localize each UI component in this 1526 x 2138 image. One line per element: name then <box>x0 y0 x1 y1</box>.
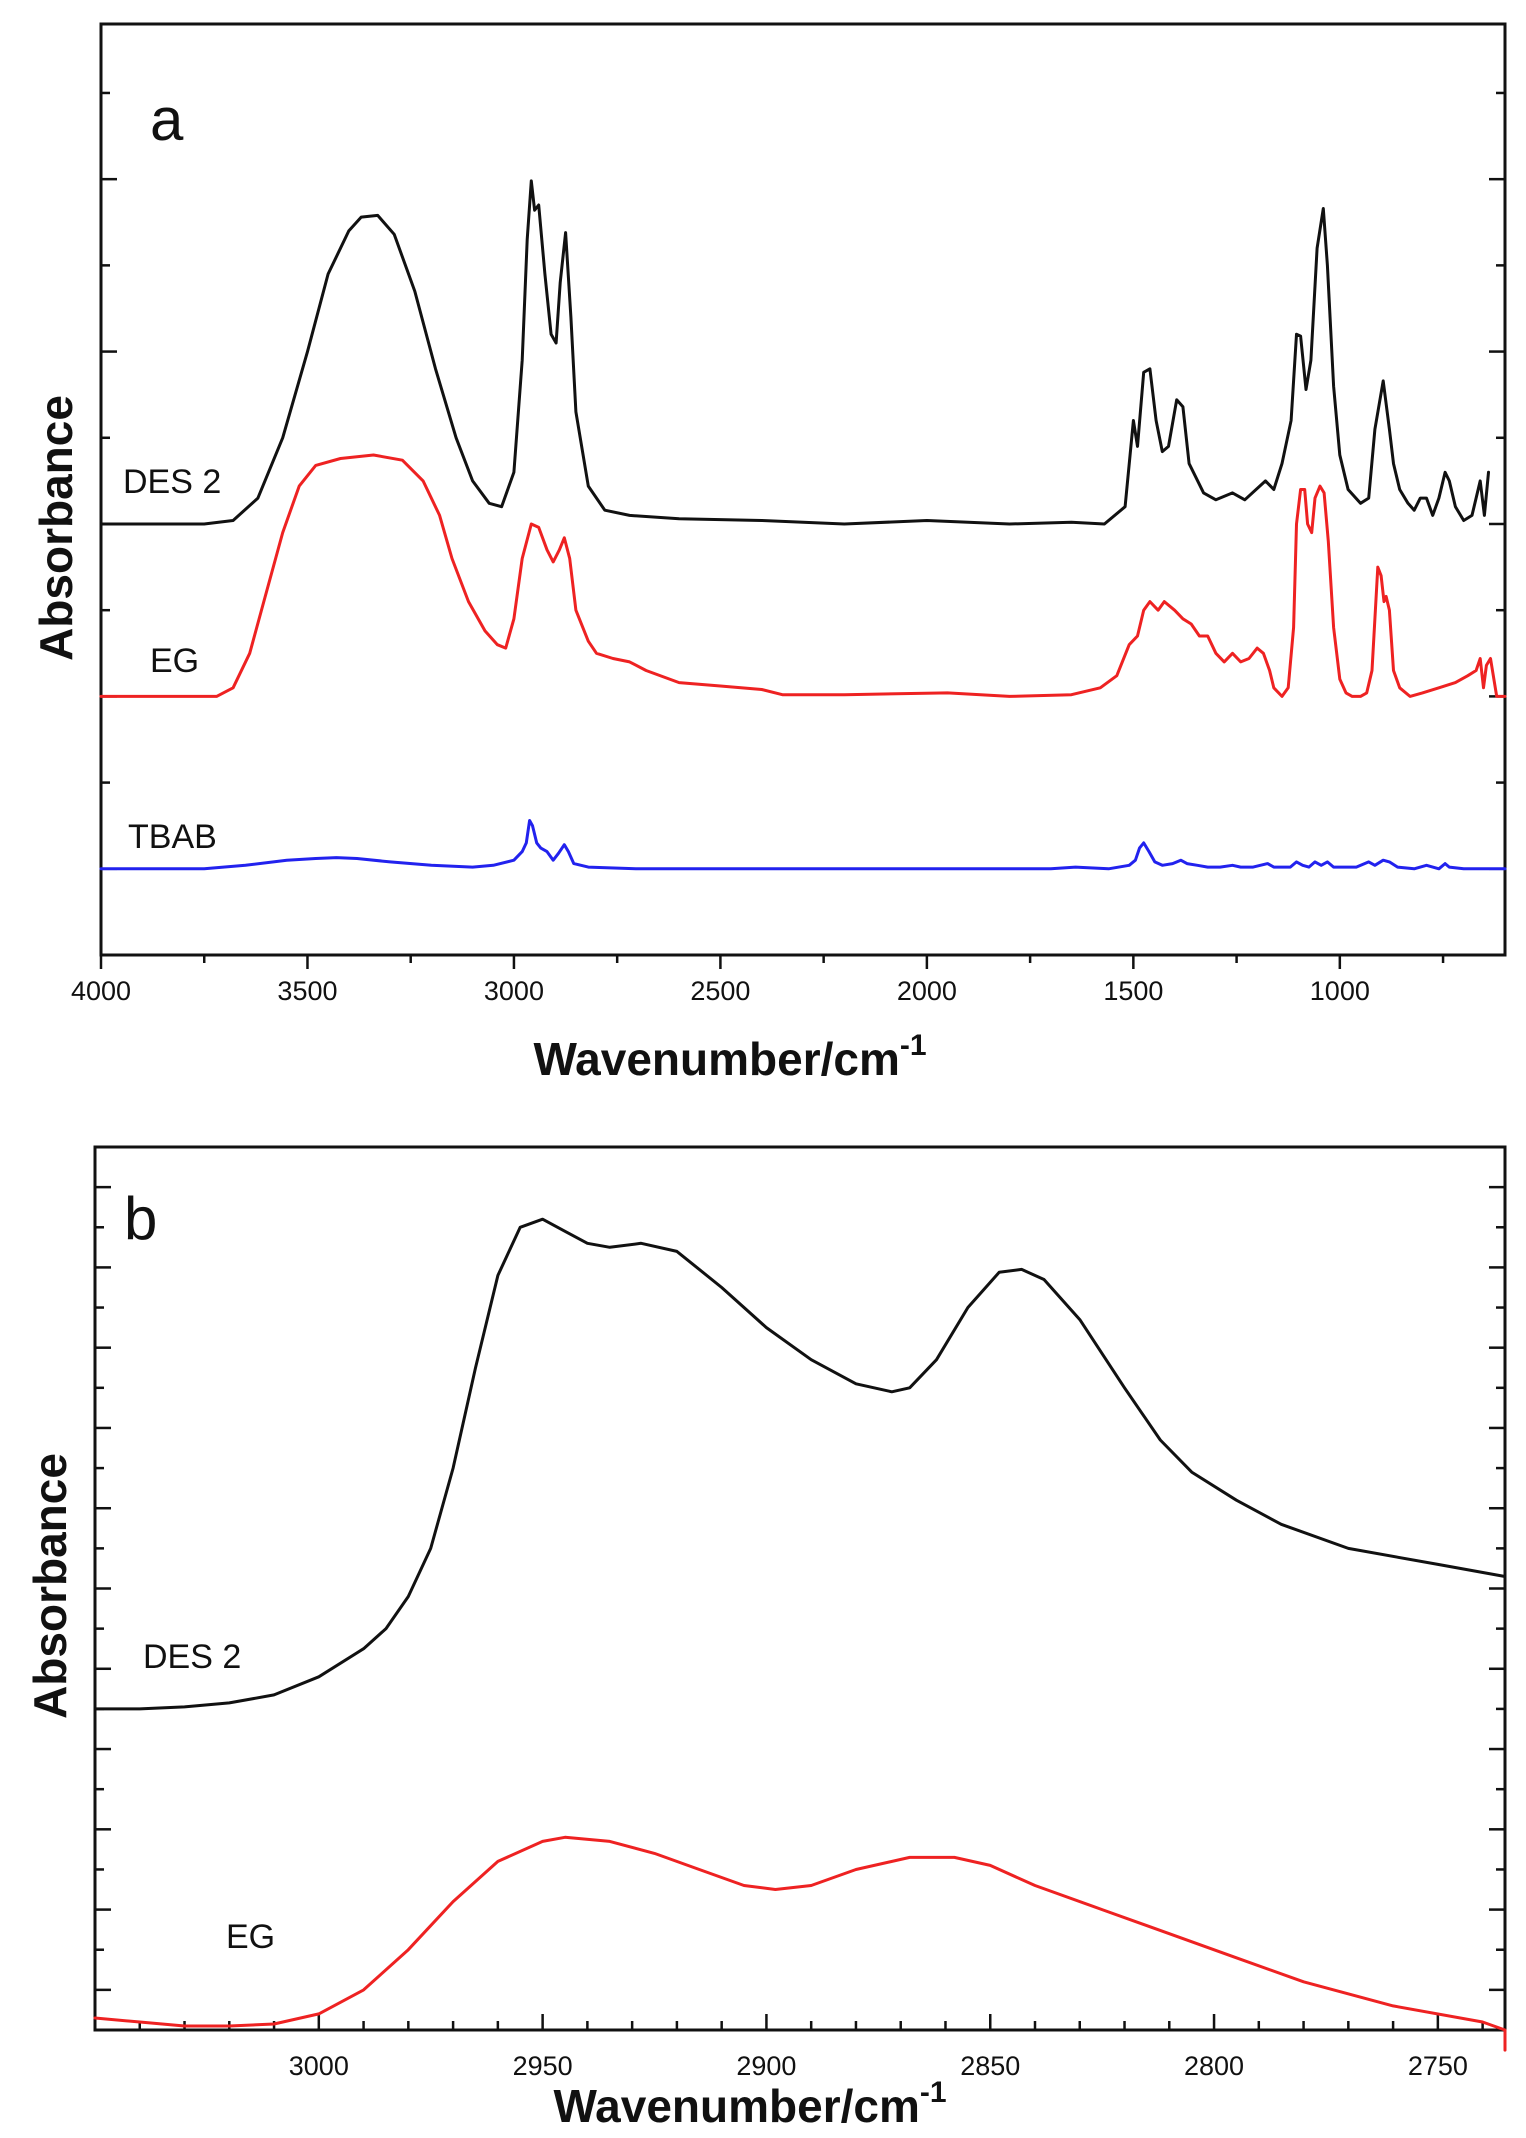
x-tick-label: 2950 <box>513 2051 573 2081</box>
panel-b-y-axis-title: Absorbance <box>24 1453 76 1719</box>
panel-a-label-des2: DES 2 <box>123 463 221 501</box>
panel-b-label-eg: EG <box>226 1918 275 1956</box>
x-tick-label: 3500 <box>277 976 337 1006</box>
panel-a-x-axis-sup: -1 <box>900 1029 927 1062</box>
x-tick-label: 4000 <box>71 976 131 1006</box>
panel-b-label-des2: DES 2 <box>143 1638 241 1676</box>
series-line-eg <box>99 453 1507 698</box>
panel-b-x-axis-title-text: Wavenumber/cm <box>553 2080 919 2132</box>
svg-text:Wavenumber/cm-1: Wavenumber/cm-1 <box>553 2076 946 2132</box>
panel-a-ticks: 4000 3500 3000 2500 2000 1500 1000 <box>71 91 1505 1006</box>
panel-a-label-eg: EG <box>150 642 199 680</box>
panel-b-plot-frame <box>93 1145 1507 2032</box>
series-line-eg <box>93 1835 1507 2052</box>
panel-a-y-axis-title: Absorbance <box>30 395 82 661</box>
svg-text:Wavenumber/cm-1: Wavenumber/cm-1 <box>533 1029 926 1085</box>
panel-a-x-axis-title-text: Wavenumber/cm <box>533 1033 899 1085</box>
x-tick-label: 1500 <box>1103 976 1163 1006</box>
panel-b-x-axis-sup: -1 <box>920 2076 947 2109</box>
series-line-tbab <box>99 819 1507 871</box>
panel-b-label: b <box>124 1185 157 1252</box>
x-tick-label: 2000 <box>897 976 957 1006</box>
x-tick-label: 1000 <box>1310 976 1370 1006</box>
panel-a-plot-frame <box>99 22 1507 957</box>
panel-a-label-tbab: TBAB <box>128 818 217 856</box>
panel-b-x-axis-title: Wavenumber/cm-1 <box>553 2076 946 2132</box>
x-tick-label: 2750 <box>1408 2051 1468 2081</box>
x-tick-label: 3000 <box>484 976 544 1006</box>
panel-a-x-axis-title: Wavenumber/cm-1 <box>533 1029 926 1085</box>
panel-b-ticks: 3000 2950 2900 2850 2800 2750 <box>95 1185 1505 2081</box>
panel-a-label: a <box>150 86 184 153</box>
x-tick-label: 3000 <box>289 2051 349 2081</box>
x-tick-label: 2800 <box>1184 2051 1244 2081</box>
panel-b-chart: 3000 2950 2900 2850 2800 2750 b DES 2 EG Wave… <box>24 1145 1507 2132</box>
x-tick-label: 2850 <box>960 2051 1020 2081</box>
series-line-des-2 <box>99 179 1490 526</box>
panel-a-chart: 4000 3500 3000 2500 2000 1500 1000 a DES 2 EG … <box>30 22 1507 1085</box>
panel-b-curves <box>93 1217 1507 2052</box>
x-tick-label: 2500 <box>690 976 750 1006</box>
x-tick-label: 2900 <box>736 2051 796 2081</box>
series-line-des-2 <box>93 1217 1507 1711</box>
panel-a-curves <box>99 179 1507 871</box>
